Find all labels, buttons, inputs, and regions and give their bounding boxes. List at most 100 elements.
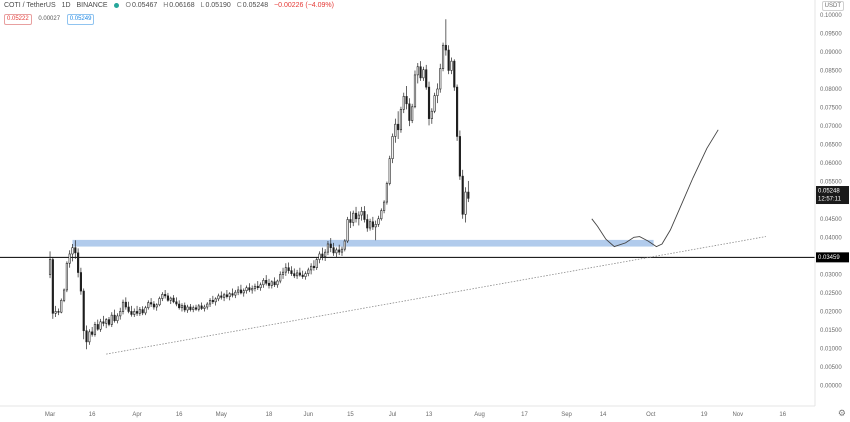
- y-tick-label: 0.02000: [820, 309, 842, 315]
- candle-body-down: [397, 123, 400, 131]
- candle: [206, 302, 209, 310]
- candle-body-up: [119, 311, 122, 317]
- candle: [273, 277, 276, 287]
- candle: [397, 111, 400, 140]
- candle: [68, 250, 71, 268]
- y-tick-label: 0.06500: [820, 143, 842, 149]
- candle: [91, 327, 94, 337]
- candle-body-up: [158, 298, 161, 306]
- support-zone[interactable]: [72, 239, 654, 247]
- ascending-trendline[interactable]: [106, 236, 766, 355]
- candle-body-down: [175, 301, 178, 305]
- x-tick-label: 18: [266, 412, 273, 418]
- candle-body-down: [225, 294, 228, 297]
- candle: [262, 278, 265, 288]
- candle: [290, 266, 293, 276]
- candle-body-down: [301, 274, 304, 277]
- candle-body-down: [354, 212, 358, 220]
- candle-body-up: [180, 305, 184, 309]
- y-tick-label: 0.06000: [820, 161, 842, 167]
- candle: [133, 308, 136, 318]
- candle-body-up: [436, 88, 439, 96]
- candle-body-up: [48, 259, 52, 275]
- candle: [450, 57, 453, 75]
- candle-body-down: [152, 303, 155, 308]
- x-tick-label: 17: [521, 412, 528, 418]
- candle: [79, 267, 82, 295]
- gear-icon[interactable]: ⚙: [837, 408, 846, 418]
- candle: [467, 180, 470, 203]
- candle: [251, 285, 254, 294]
- candle-body-down: [408, 103, 411, 121]
- candle-body-down: [444, 44, 447, 51]
- candle: [138, 307, 141, 316]
- y-tick-label: 0.10000: [820, 13, 842, 19]
- candle: [279, 271, 282, 284]
- candle-body-up: [147, 302, 150, 309]
- x-tick-label: 14: [600, 412, 607, 418]
- candle: [357, 211, 360, 226]
- candle-body-up: [99, 321, 102, 330]
- candle: [147, 300, 150, 310]
- candle-body-up: [71, 247, 74, 255]
- candle-body-down: [329, 243, 332, 248]
- candle: [335, 247, 338, 258]
- candle-body-down: [366, 219, 369, 229]
- candle: [93, 321, 97, 337]
- candle: [265, 275, 268, 286]
- candle-body-up: [155, 304, 158, 308]
- candle-body-up: [377, 218, 380, 225]
- candle-body-down: [290, 270, 293, 274]
- candle-body-up: [262, 280, 265, 286]
- spread-value: 0.00027: [38, 16, 61, 22]
- candle-body-down: [91, 331, 94, 335]
- candle-body-up: [385, 183, 388, 203]
- candle: [245, 285, 248, 294]
- y-tick-label: 0.04500: [820, 217, 842, 223]
- candle: [77, 248, 80, 278]
- candle: [74, 240, 77, 259]
- x-tick-label: 15: [347, 412, 354, 418]
- candle: [346, 216, 349, 243]
- support-price-tag-text: 0.03459: [818, 255, 840, 261]
- candle: [391, 133, 394, 164]
- symbol-title[interactable]: COTI / TetherUS: [4, 2, 56, 9]
- y-tick-label: 0.02500: [820, 291, 842, 297]
- candle: [71, 243, 74, 262]
- currency-button[interactable]: USDT: [821, 1, 844, 11]
- x-tick-label: 16: [176, 412, 183, 418]
- support-price-tag-bg: [816, 252, 849, 263]
- candle: [150, 298, 153, 308]
- candle: [307, 267, 310, 277]
- candle-body-up: [383, 201, 386, 211]
- candle: [408, 98, 411, 127]
- candle-body-down: [461, 175, 464, 215]
- candle-body-down: [265, 280, 268, 284]
- candle-body-down: [79, 272, 82, 292]
- candle-body-up: [394, 123, 397, 137]
- projection-path[interactable]: [591, 129, 719, 248]
- candle: [394, 118, 397, 143]
- candle: [231, 288, 234, 298]
- candle-body-up: [310, 265, 313, 271]
- sell-price-button[interactable]: 0.05222: [4, 14, 32, 25]
- candle: [194, 304, 198, 311]
- candle: [96, 319, 99, 331]
- candle: [248, 283, 251, 293]
- buy-price-button[interactable]: 0.05249: [66, 14, 95, 25]
- candle: [366, 214, 369, 232]
- candle: [453, 59, 456, 91]
- candle: [340, 246, 344, 256]
- candle: [287, 262, 290, 274]
- candle: [441, 42, 445, 72]
- candle-body-up: [352, 212, 355, 223]
- candle: [411, 103, 414, 124]
- candle-body-up: [60, 300, 63, 313]
- candle: [214, 297, 217, 306]
- candle-body-up: [430, 110, 433, 119]
- candle: [220, 291, 223, 300]
- interval-label[interactable]: 1D: [61, 2, 71, 9]
- candle-body-down: [164, 294, 167, 297]
- chart-header: COTI / TetherUS 1D BINANCE O0.05467 H0.0…: [4, 2, 338, 9]
